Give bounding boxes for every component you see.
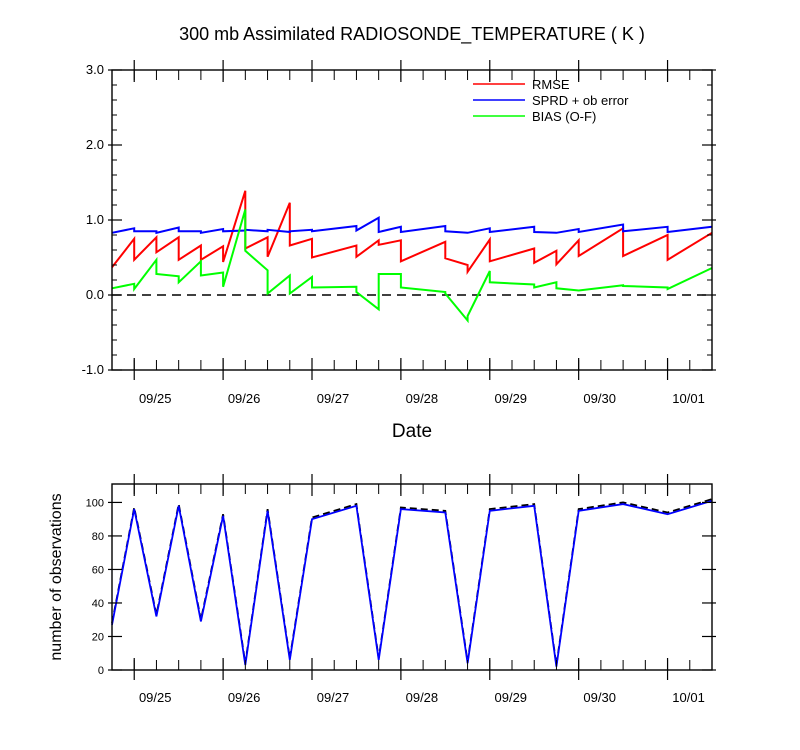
0-series-sprd-ob-error	[111, 215, 713, 235]
1-series-line-1	[111, 499, 713, 667]
top-x-tick-labels: 09/25 09/26 09/27 09/28 09/29 09/30 10/01	[139, 391, 705, 406]
x-tick-label: 09/25	[139, 391, 172, 406]
legend-label: BIAS (O-F)	[532, 109, 596, 124]
top-plot-frame	[111, 69, 713, 371]
y-tick-label: 60	[92, 564, 104, 576]
x-tick-label: 09/30	[583, 391, 616, 406]
x-tick-label: 10/01	[672, 391, 705, 406]
top-ticks-group	[108, 60, 716, 380]
y-tick-label: 0	[98, 665, 104, 677]
bottom-plot-frame	[111, 483, 713, 671]
bottom-y-tick-labels: 0 20 40 60 80 100	[86, 497, 104, 677]
y-axis-label: number of observations	[48, 493, 65, 660]
0-series-bias-o-f	[111, 209, 713, 324]
y-tick-label: 3.0	[86, 62, 104, 77]
top-chart: 300 mb Assimilated RADIOSONDE_TEMPERATUR…	[82, 24, 716, 442]
x-tick-label: 09/29	[495, 391, 528, 406]
x-tick-label: 10/01	[672, 690, 705, 705]
bottom-ticks-group	[108, 474, 716, 680]
bottom-series-group	[111, 498, 713, 667]
y-tick-label: 1.0	[86, 212, 104, 227]
y-tick-label: 0.0	[86, 287, 104, 302]
y-tick-label: 100	[86, 497, 104, 509]
x-tick-label: 09/30	[583, 690, 616, 705]
x-tick-label: 09/25	[139, 690, 172, 705]
y-tick-label: 2.0	[86, 137, 104, 152]
legend-label: SPRD + ob error	[532, 93, 629, 108]
x-tick-label: 09/27	[317, 690, 350, 705]
bottom-x-tick-labels: 09/25 09/26 09/27 09/28 09/29 09/30 10/01	[139, 690, 705, 705]
x-tick-label: 09/28	[406, 391, 439, 406]
y-tick-label: 40	[92, 598, 104, 610]
top-y-tick-labels: -1.0 0.0 1.0 2.0 3.0	[82, 62, 104, 377]
1-series-line-0	[111, 498, 713, 666]
x-axis-label: Date	[392, 421, 432, 442]
x-tick-label: 09/26	[228, 391, 261, 406]
top-series-group	[111, 190, 713, 324]
y-tick-label: 20	[92, 631, 104, 643]
y-tick-label: -1.0	[82, 362, 104, 377]
y-tick-label: 80	[92, 531, 104, 543]
chart-title: 300 mb Assimilated RADIOSONDE_TEMPERATUR…	[179, 24, 645, 45]
x-tick-label: 09/27	[317, 391, 350, 406]
legend-label: RMSE	[532, 77, 570, 92]
0-series-rmse	[111, 190, 713, 276]
x-tick-label: 09/29	[495, 690, 528, 705]
x-tick-label: 09/26	[228, 690, 261, 705]
x-tick-label: 09/28	[406, 690, 439, 705]
